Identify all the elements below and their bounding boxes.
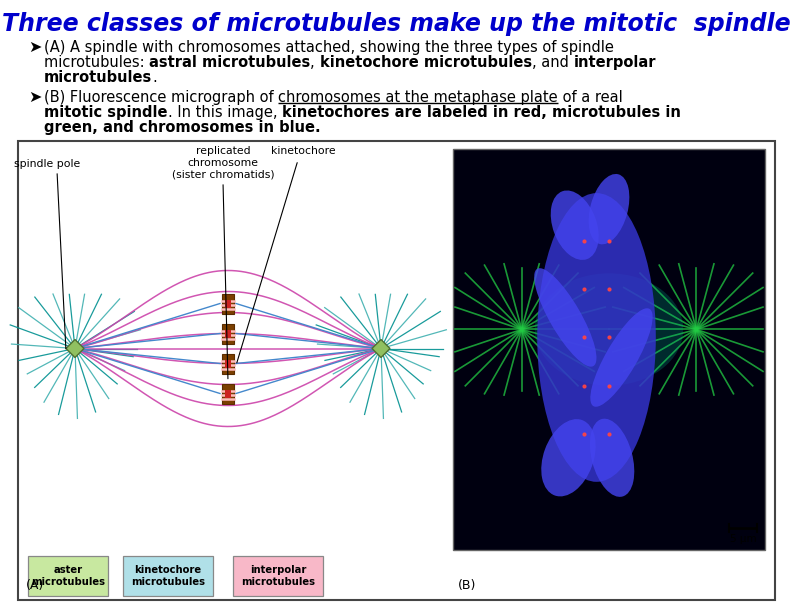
Bar [222, 354, 234, 373]
Text: astral microtubules: astral microtubules [149, 55, 310, 70]
Text: kinetochore microtubules: kinetochore microtubules [320, 55, 532, 70]
Text: (A) A spindle with chromosomes attached, showing the three types of spindle: (A) A spindle with chromosomes attached,… [44, 40, 614, 55]
Text: spindle pole: spindle pole [14, 159, 80, 169]
Ellipse shape [535, 274, 683, 386]
Text: (A): (A) [26, 579, 44, 592]
Bar [222, 294, 234, 313]
Bar [222, 324, 234, 343]
Bar [233, 556, 323, 596]
Ellipse shape [590, 419, 634, 497]
Ellipse shape [590, 308, 653, 407]
Text: of a real: of a real [558, 90, 623, 105]
Bar [225, 359, 231, 367]
Text: .: . [152, 70, 157, 85]
Text: chromosomes at the metaphase plate: chromosomes at the metaphase plate [278, 90, 558, 105]
Bar [453, 149, 765, 550]
Text: mitotic spindle: mitotic spindle [44, 105, 167, 120]
Bar [225, 299, 231, 307]
Text: kinetochore
microtubules: kinetochore microtubules [131, 565, 205, 587]
Bar [28, 556, 108, 596]
Bar [222, 384, 234, 403]
Ellipse shape [537, 193, 656, 482]
Text: , and: , and [532, 55, 573, 70]
Text: kinetochores are labeled in red, microtubules in: kinetochores are labeled in red, microtu… [282, 105, 680, 120]
Text: (B): (B) [458, 579, 476, 592]
Text: . In this image,: . In this image, [167, 105, 282, 120]
Text: microtubules:: microtubules: [44, 55, 149, 70]
Text: ,: , [310, 55, 320, 70]
Text: ➤: ➤ [28, 90, 41, 105]
Bar [123, 556, 213, 596]
Text: Three classes of microtubules make up the mitotic  spindle: Three classes of microtubules make up th… [2, 12, 790, 36]
Bar [225, 329, 231, 337]
Bar [225, 389, 231, 398]
Text: aster
microtubules: aster microtubules [31, 565, 105, 587]
Text: kinetochore: kinetochore [271, 146, 335, 156]
Text: replicated
chromosome
(sister chromatids): replicated chromosome (sister chromatids… [172, 146, 274, 179]
Text: ➤: ➤ [28, 40, 41, 55]
Ellipse shape [550, 190, 599, 260]
Text: 5 μm: 5 μm [729, 534, 756, 544]
Text: microtubules: microtubules [44, 70, 152, 85]
Text: interpolar
microtubules: interpolar microtubules [241, 565, 315, 587]
Text: green, and chromosomes in blue.: green, and chromosomes in blue. [44, 120, 321, 135]
Polygon shape [372, 340, 390, 357]
Polygon shape [66, 340, 84, 357]
Ellipse shape [534, 268, 596, 367]
Ellipse shape [541, 419, 596, 496]
Text: (B) Fluorescence micrograph of: (B) Fluorescence micrograph of [44, 90, 278, 105]
Ellipse shape [588, 174, 630, 244]
Text: interpolar: interpolar [573, 55, 656, 70]
Bar [18, 141, 775, 600]
